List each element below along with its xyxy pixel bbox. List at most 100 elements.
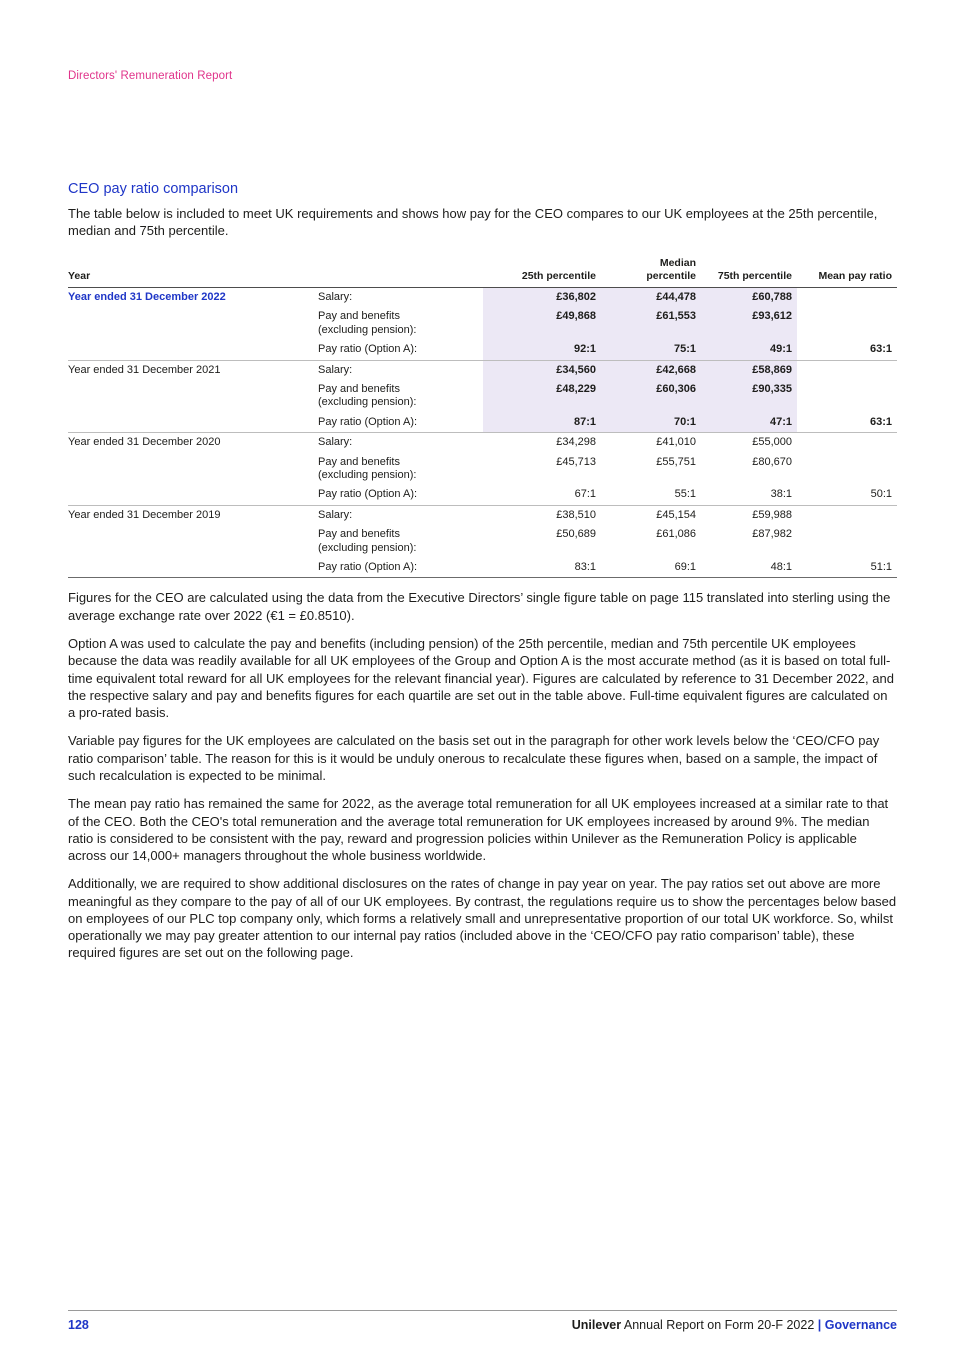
ceo-pay-ratio-table: Year 25th percentile Median percentile 7… [68, 255, 897, 579]
column-header-25th: 25th percentile [483, 255, 601, 288]
value-cell: £61,086 [656, 528, 696, 541]
row-label: Pay and benefits (excluding pension): [318, 382, 417, 409]
value-cell: £55,000 [752, 436, 792, 449]
table-row: Pay and benefits (excluding pension): £4… [68, 379, 897, 413]
row-label: Salary: [318, 363, 353, 376]
value-cell: 47:1 [701, 412, 797, 433]
body-paragraphs: Figures for the CEO are calculated using… [68, 589, 897, 961]
mean-cell: 50:1 [870, 488, 892, 501]
value-cell: £59,988 [752, 508, 792, 521]
footer-brand: Unilever [571, 1318, 622, 1332]
value-cell: £34,298 [556, 436, 596, 449]
page-title: CEO pay ratio comparison [68, 181, 239, 197]
row-label: Pay ratio (Option A): [318, 488, 418, 501]
mean-cell [797, 453, 897, 486]
column-header-75th: 75th percentile [701, 255, 797, 288]
value-cell: £49,868 [483, 307, 601, 341]
row-label: Pay ratio (Option A): [318, 561, 418, 573]
value-cell: £34,560 [483, 360, 601, 380]
paragraph-additional-disclosures: Additionally, we are required to show ad… [68, 876, 897, 961]
value-cell: 48:1 [770, 561, 792, 573]
table-row: Year ended 31 December 2019 Salary: £38,… [68, 505, 897, 525]
year-cell: Year ended 31 December 2021 [68, 363, 221, 376]
table-row: Pay and benefits (excluding pension): £4… [68, 307, 897, 341]
value-cell: £50,689 [556, 528, 596, 541]
row-label: Salary: [318, 436, 353, 449]
row-label: Pay and benefits (excluding pension): [318, 310, 417, 336]
mean-cell [797, 505, 897, 525]
row-label: Pay ratio (Option A): [318, 343, 418, 356]
row-label: Salary: [318, 508, 353, 521]
row-label: Salary: [318, 290, 353, 303]
table-row: Year ended 31 December 2021 Salary: £34,… [68, 360, 897, 380]
value-cell: £80,670 [752, 455, 792, 468]
value-cell: 92:1 [483, 340, 601, 361]
year-cell: Year ended 31 December 2022 [68, 290, 226, 303]
mean-cell: 51:1 [870, 561, 892, 573]
value-cell: 55:1 [674, 488, 696, 501]
mean-cell [797, 380, 897, 413]
mean-cell: 63:1 [869, 343, 892, 356]
paragraph-option-a: Option A was used to calculate the pay a… [68, 635, 894, 721]
row-label: Pay and benefits (excluding pension): [318, 528, 417, 554]
footer-report-text: Annual Report on Form 20-F 2022 [621, 1318, 818, 1332]
mean-cell [797, 287, 897, 307]
table-row: Year ended 31 December 2020 Salary: £34,… [68, 433, 897, 453]
row-label: Pay and benefits (excluding pension): [318, 455, 417, 481]
footer-section-governance: Governance [824, 1318, 897, 1332]
page-footer: 128 Unilever Annual Report on Form 20-F … [68, 1310, 897, 1332]
value-cell: 38:1 [770, 488, 792, 501]
intro-paragraph: The table below is included to meet UK r… [68, 206, 878, 239]
paragraph-variable-pay: Variable pay figures for the UK employee… [68, 733, 880, 783]
year-group-2022: Year ended 31 December 2022 Salary: £36,… [68, 287, 897, 361]
column-header-median: Median percentile [601, 255, 701, 288]
year-group-2020: Year ended 31 December 2020 Salary: £34,… [68, 432, 897, 506]
value-cell: £45,713 [556, 455, 596, 468]
mean-cell [797, 307, 897, 340]
value-cell: £93,612 [701, 307, 797, 341]
column-header-spacer [313, 255, 483, 288]
value-cell: 69:1 [674, 561, 696, 573]
row-label: Pay ratio (Option A): [318, 415, 418, 428]
value-cell: £41,010 [656, 436, 696, 449]
mean-cell [797, 360, 897, 380]
table-row: Pay ratio (Option A): 83:1 69:1 48:1 51:… [68, 558, 897, 578]
table-row: Pay and benefits (excluding pension): £4… [68, 453, 897, 486]
footer-pipe: | [817, 1318, 825, 1332]
value-cell: £55,751 [656, 455, 696, 468]
column-header-mean: Mean pay ratio [797, 255, 897, 288]
year-group-2019: Year ended 31 December 2019 Salary: £38,… [68, 505, 897, 578]
value-cell: £60,306 [601, 379, 701, 413]
mean-cell [797, 433, 897, 453]
column-header-year: Year [68, 255, 313, 288]
mean-cell: 63:1 [869, 415, 892, 428]
value-cell: 75:1 [601, 340, 701, 361]
table-row: Pay and benefits (excluding pension): £5… [68, 525, 897, 558]
paragraph-mean-ratio: The mean pay ratio has remained the same… [68, 796, 889, 864]
value-cell: £48,229 [483, 379, 601, 413]
value-cell: £90,335 [701, 379, 797, 413]
page-number: 128 [68, 1318, 89, 1332]
value-cell: 87:1 [483, 412, 601, 433]
footer-report-title: Unilever Annual Report on Form 20-F 2022… [572, 1318, 897, 1332]
table-header-row: Year 25th percentile Median percentile 7… [68, 255, 897, 288]
mean-cell [797, 525, 897, 558]
running-header: Directors' Remuneration Report [68, 70, 233, 82]
main-content: CEO pay ratio comparison The table below… [68, 181, 897, 962]
value-cell: £45,154 [656, 508, 696, 521]
table-row: Pay ratio (Option A): 87:1 70:1 47:1 63:… [68, 412, 897, 433]
value-cell: 70:1 [601, 412, 701, 433]
value-cell: 67:1 [574, 488, 596, 501]
table-row: Year ended 31 December 2022 Salary: £36,… [68, 287, 897, 308]
value-cell: £58,869 [701, 360, 797, 380]
value-cell: 49:1 [701, 340, 797, 361]
value-cell: £61,553 [601, 307, 701, 341]
year-group-2021: Year ended 31 December 2021 Salary: £34,… [68, 360, 897, 433]
value-cell: 83:1 [574, 561, 596, 573]
value-cell: £87,982 [752, 528, 792, 541]
table-row: Pay ratio (Option A): 92:1 75:1 49:1 63:… [68, 340, 897, 361]
year-cell: Year ended 31 December 2020 [68, 436, 221, 449]
value-cell: £60,788 [701, 287, 797, 308]
value-cell: £36,802 [483, 287, 601, 308]
